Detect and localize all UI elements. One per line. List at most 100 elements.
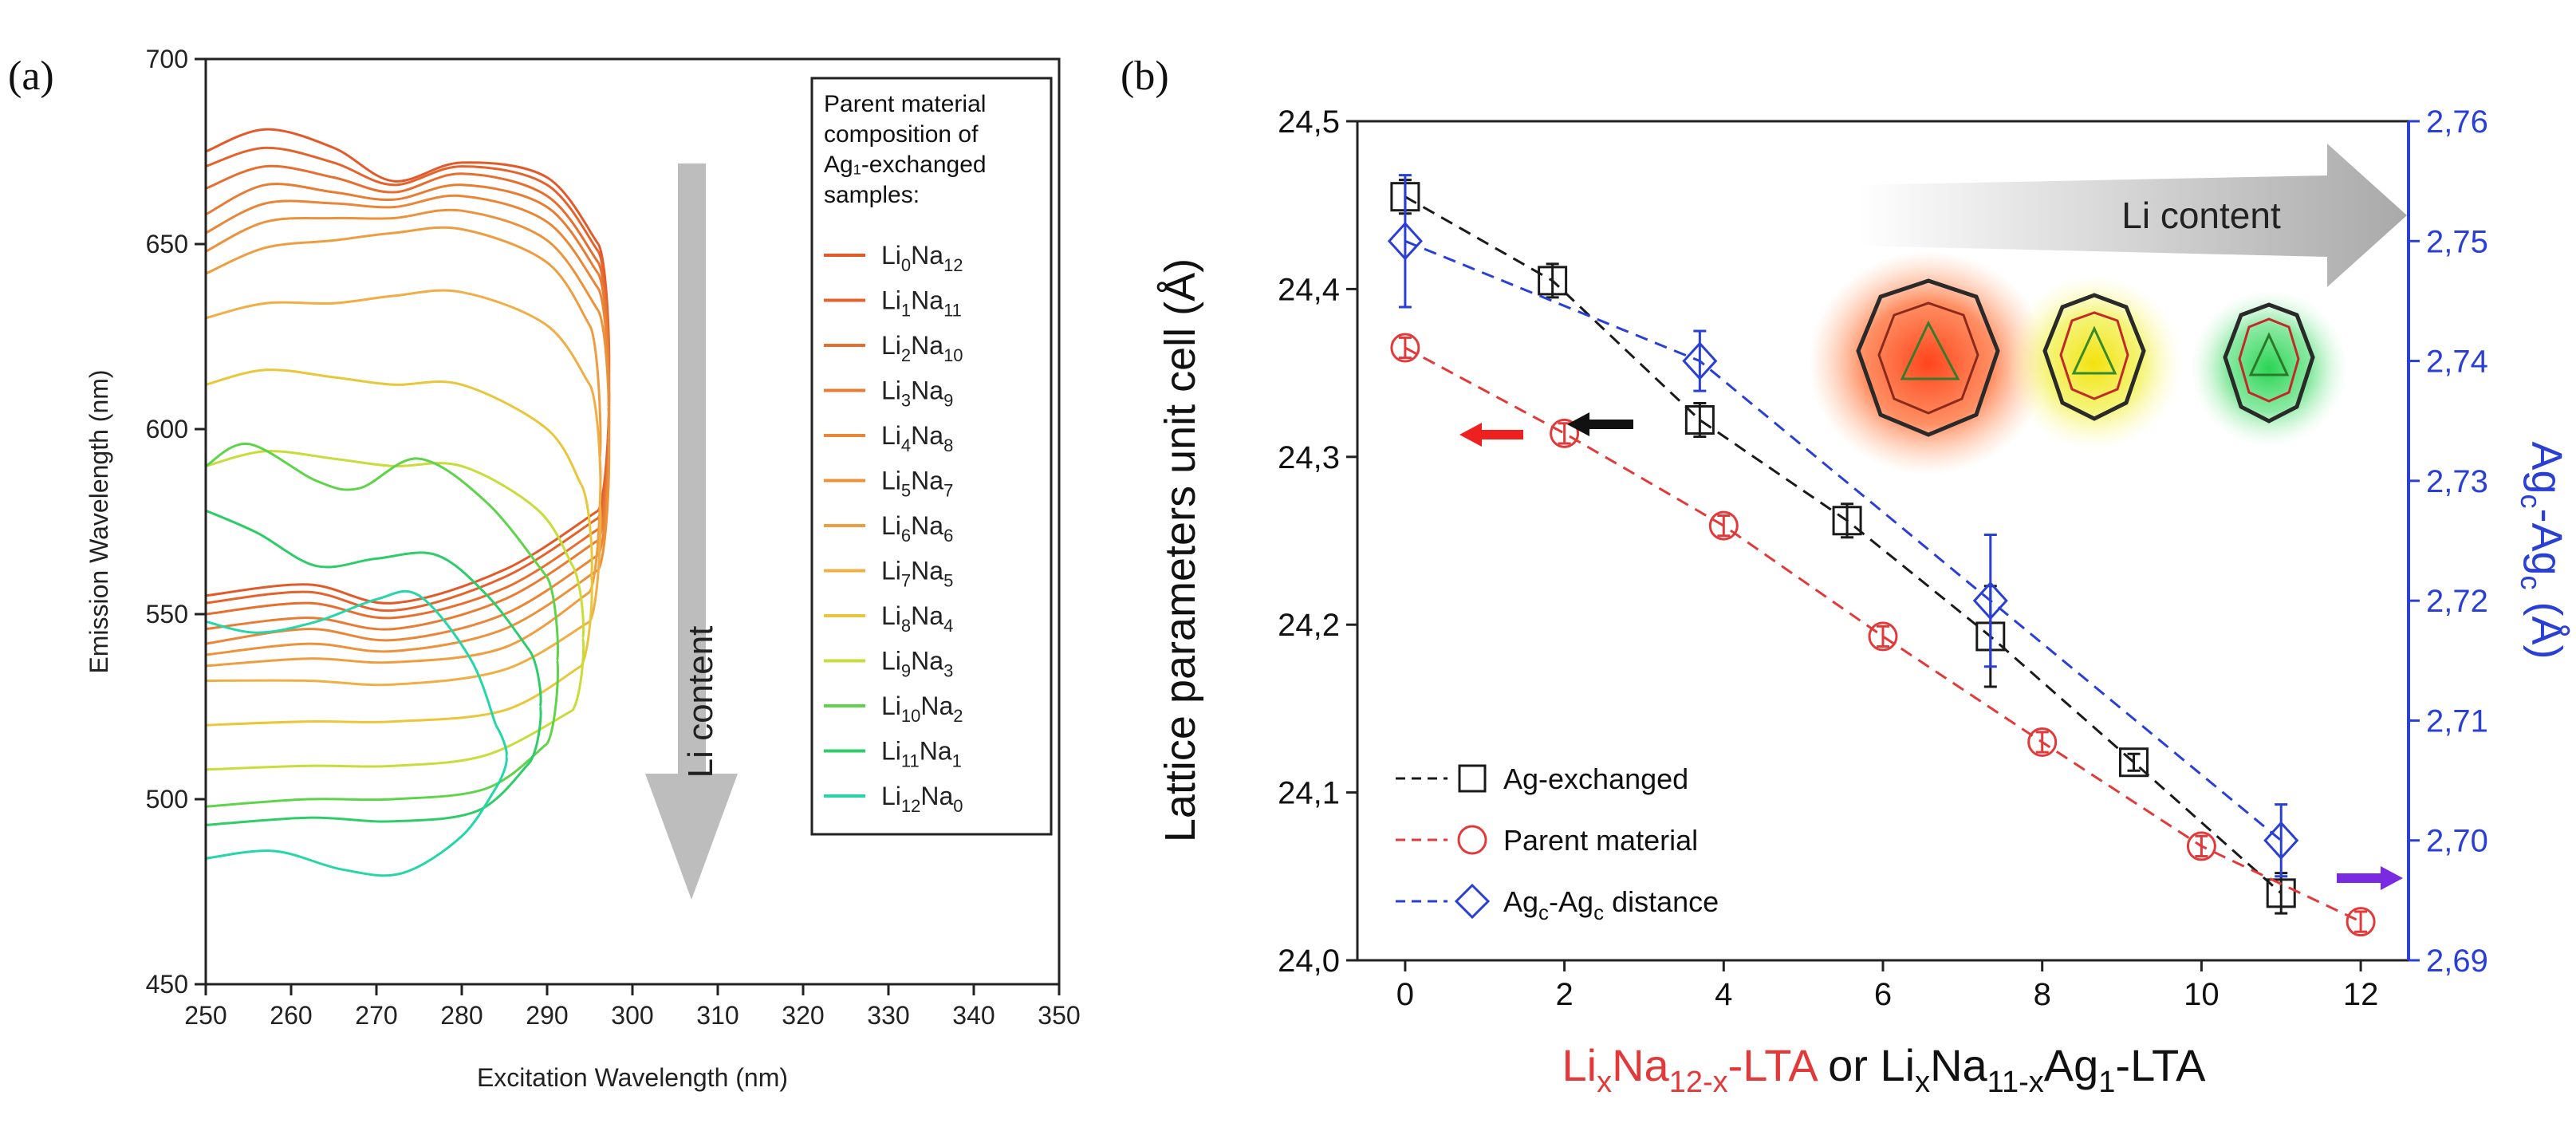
x-tick-label-a: 280 bbox=[440, 1001, 483, 1030]
y-axis-label-b: Lattice parameters unit cell (Å) bbox=[1156, 258, 1204, 842]
legend-box-a bbox=[810, 77, 1053, 836]
y-tick-label-a: 700 bbox=[146, 45, 188, 73]
svg-text:Agc-Agc distance: Agc-Agc distance bbox=[1503, 885, 1719, 924]
li-content-arrow-b: Li content bbox=[1858, 144, 2407, 287]
x-tick-label-a: 290 bbox=[526, 1001, 568, 1030]
data-point-circle bbox=[2027, 727, 2058, 757]
contour-top-line bbox=[205, 289, 591, 386]
red-left-arrow bbox=[1459, 423, 1523, 447]
x-tick-label-a: 260 bbox=[270, 1001, 312, 1030]
legend-item-agc-distance: Agc-Agc distance bbox=[1396, 883, 1719, 924]
svg-text:Ag-exchanged: Ag-exchanged bbox=[1503, 762, 1688, 795]
x-tick-label-a: 320 bbox=[782, 1001, 824, 1030]
x-tick-label-a: 340 bbox=[952, 1001, 995, 1030]
legend-label-a: Li3Na9 bbox=[881, 376, 953, 411]
contour-cap-line bbox=[571, 565, 585, 711]
contour-bottom-line bbox=[205, 509, 600, 605]
contour-bottom-line bbox=[205, 620, 591, 687]
x-tick-label-a: 350 bbox=[1038, 1001, 1080, 1030]
contour-bottom-line bbox=[205, 787, 498, 877]
y-tick-label-a: 550 bbox=[146, 600, 188, 628]
x-tick-label-b: 8 bbox=[2034, 977, 2051, 1012]
legend-label-a: Li9Na3 bbox=[881, 647, 953, 681]
contour-bottom-line bbox=[205, 569, 600, 656]
data-point-diamond bbox=[1682, 341, 1718, 380]
panel-a: (a) 450 500 550 600 650 700 250 260 270 280 290 30… bbox=[8, 45, 1081, 1092]
x-axis-label-a: Excitation Wavelength (nm) bbox=[477, 1063, 788, 1092]
y-tick-label-b: 24,4 bbox=[1278, 272, 1340, 307]
contour-cap-line bbox=[580, 483, 593, 667]
x-tick-label-b: 10 bbox=[2184, 977, 2220, 1012]
panel-a-label: (a) bbox=[8, 53, 54, 99]
contour-top-line bbox=[205, 226, 591, 326]
contour-top-line bbox=[205, 509, 531, 652]
svg-text:Parent material: Parent material bbox=[1503, 824, 1698, 857]
contour-top-line bbox=[205, 128, 600, 245]
y2-tick-label-b: 2,74 bbox=[2426, 345, 2488, 380]
x-tick-label-b: 2 bbox=[1555, 977, 1573, 1012]
contour-cap-line bbox=[546, 576, 559, 745]
y-ticks-a: 450 500 550 600 650 700 bbox=[146, 45, 206, 999]
black-left-arrow bbox=[1567, 412, 1633, 436]
legend-label-a: Li6Na6 bbox=[881, 511, 953, 546]
contour-top-line bbox=[205, 589, 498, 726]
data-point-circle bbox=[1708, 510, 1739, 541]
legend-label-a: Li11Na1 bbox=[881, 737, 962, 771]
y2-axis-label-b: Agc-Agc (Å) bbox=[2515, 441, 2570, 659]
y-tick-label-b: 24,5 bbox=[1278, 104, 1340, 140]
y2-tick-label-b: 2,70 bbox=[2426, 824, 2488, 859]
contour-bottom-line bbox=[205, 538, 600, 631]
x-tick-label-b: 4 bbox=[1715, 977, 1732, 1012]
contour-bottom-line bbox=[205, 664, 582, 727]
y2-tick-label-b: 2,69 bbox=[2426, 944, 2488, 979]
x-tick-label-a: 270 bbox=[355, 1001, 397, 1030]
y2-tick-label-b: 2,71 bbox=[2426, 703, 2488, 739]
series-b bbox=[1387, 174, 2376, 937]
y2-tick-label-b: 2,75 bbox=[2426, 224, 2488, 259]
y-tick-label-a: 450 bbox=[146, 970, 188, 999]
y-tick-label-a: 600 bbox=[146, 415, 188, 443]
x-ticks-b: 0 2 4 6 8 10 12 bbox=[1396, 960, 2379, 1012]
contour-bottom-line bbox=[205, 761, 531, 826]
contour-top-line bbox=[205, 368, 583, 486]
x-tick-label-a: 250 bbox=[184, 1001, 226, 1030]
li-content-arrow-a: Li content bbox=[645, 164, 738, 900]
legend-item-ag-exchanged: Ag-exchanged bbox=[1396, 762, 1688, 795]
contour-top-line bbox=[205, 146, 600, 253]
legend-a: Parent material composition of Ag₁-excha… bbox=[810, 77, 1053, 836]
y-axis-label-a: Emission Wavelength (nm) bbox=[85, 369, 113, 673]
contour-top-line bbox=[205, 208, 600, 312]
legend-label-a: Li8Na4 bbox=[881, 601, 953, 636]
y-tick-label-a: 500 bbox=[146, 785, 188, 814]
legend-item-parent-material: Parent material bbox=[1396, 824, 1698, 857]
data-point-diamond bbox=[1972, 581, 2008, 621]
y-tick-label-b: 24,2 bbox=[1278, 608, 1340, 643]
x-tick-label-a: 310 bbox=[696, 1001, 739, 1030]
panel-b: (b) Li content 24,024,124,224, bbox=[1121, 53, 2570, 1099]
x-tick-label-b: 0 bbox=[1396, 977, 1414, 1012]
legend-label-a: Li12Na0 bbox=[881, 782, 963, 816]
data-point-diamond bbox=[2263, 821, 2299, 860]
y-tick-label-b: 24,0 bbox=[1278, 944, 1340, 979]
cage-illustration-orange bbox=[1809, 251, 2048, 475]
contour-top-line bbox=[205, 443, 549, 578]
y2-tick-label-b: 2,76 bbox=[2426, 104, 2488, 140]
panel-b-label: (b) bbox=[1121, 53, 1169, 99]
legend-label-a: Li7Na5 bbox=[881, 557, 953, 591]
legend-b: Ag-exchanged Parent material Agc-Agc dis… bbox=[1396, 762, 1719, 924]
x-tick-label-b: 12 bbox=[2343, 977, 2379, 1012]
data-point-circle bbox=[1868, 621, 1898, 652]
data-point-square bbox=[1684, 405, 1715, 435]
contour-cap-line bbox=[494, 724, 508, 789]
y-tick-label-b: 24,1 bbox=[1278, 776, 1340, 811]
legend-title-a: Parent material composition of Ag₁-excha… bbox=[824, 91, 993, 208]
data-point-circle bbox=[1390, 333, 1420, 363]
y2-tick-label-b: 2,73 bbox=[2426, 464, 2488, 499]
legend-label-a: Li2Na10 bbox=[881, 331, 963, 365]
x-ticks-a: 250 260 270 280 290 300 310 320 330 340 350 bbox=[184, 984, 1081, 1030]
li-content-label-a: Li content bbox=[681, 626, 720, 778]
data-point-circle bbox=[2346, 907, 2376, 937]
legend-label-a: Li1Na11 bbox=[881, 286, 962, 321]
data-point-square bbox=[2119, 747, 2149, 778]
legend-label-a: Li4Na8 bbox=[881, 421, 953, 455]
